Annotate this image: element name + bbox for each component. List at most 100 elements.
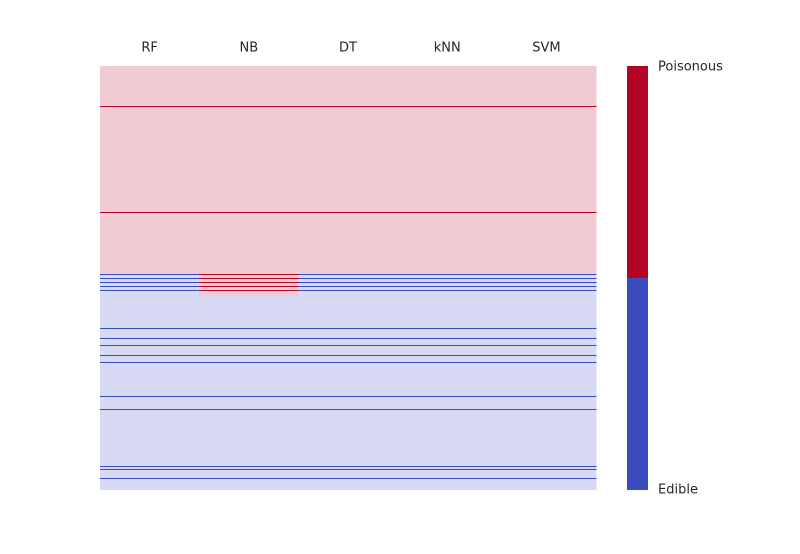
heatmap-cell — [199, 363, 299, 396]
heatmap-cell — [100, 278, 200, 279]
heatmap-cell — [496, 279, 597, 282]
heatmap-cell — [496, 107, 597, 212]
heatmap-cell — [496, 283, 597, 286]
heatmap-cell — [100, 212, 200, 213]
heatmap-cell — [100, 397, 200, 409]
heatmap-cell — [397, 356, 498, 362]
heatmap-cell — [397, 283, 498, 286]
heatmap-cell — [298, 338, 399, 339]
heatmap-cell — [496, 275, 597, 278]
heatmap-cell — [199, 469, 299, 470]
heatmap-cell — [397, 274, 498, 275]
heatmap-cell — [100, 346, 200, 355]
heatmap-cell — [100, 362, 200, 363]
heatmap-cell — [397, 467, 498, 469]
heatmap-cell — [298, 409, 399, 410]
heatmap-cell — [100, 286, 200, 287]
heatmap-cell — [298, 469, 399, 470]
heatmap-cell — [397, 466, 498, 467]
heatmap-cell — [496, 338, 597, 339]
heatmap-cell — [298, 355, 399, 356]
heatmap-cell — [100, 274, 200, 275]
heatmap-cell — [100, 345, 200, 346]
colorbar-label: Poisonous — [658, 60, 723, 75]
heatmap-cell — [199, 286, 299, 287]
heatmap-cell — [199, 296, 299, 328]
heatmap-cell — [100, 466, 200, 467]
heatmap-cell — [496, 329, 597, 338]
heatmap-cell — [397, 396, 498, 397]
heatmap-cell — [100, 469, 200, 470]
heatmap-cell — [100, 291, 200, 296]
heatmap-cell — [199, 66, 299, 106]
heatmap-cell — [496, 66, 597, 106]
heatmap-cell — [496, 278, 597, 279]
heatmap-cell — [100, 296, 200, 328]
heatmap-cell — [298, 213, 399, 274]
heatmap-cell — [298, 290, 399, 291]
colorbar-segment — [627, 278, 648, 490]
heatmap-cell — [397, 345, 498, 346]
heatmap-cell — [199, 355, 299, 356]
colorbar-segment — [627, 66, 648, 278]
heatmap-cell — [298, 106, 399, 107]
heatmap-cell — [199, 278, 299, 279]
heatmap-cell — [298, 296, 399, 328]
heatmap-cell — [199, 410, 299, 466]
heatmap-cell — [100, 287, 200, 290]
heatmap-cell — [496, 328, 597, 329]
heatmap-cell — [100, 283, 200, 286]
heatmap-cell — [199, 283, 299, 286]
heatmap-cell — [496, 339, 597, 345]
heatmap-cell — [100, 363, 200, 396]
heatmap-cell — [496, 466, 597, 467]
heatmap-cell — [298, 396, 399, 397]
heatmap-cell — [397, 478, 498, 479]
heatmap-cell — [397, 479, 498, 490]
heatmap-cell — [397, 212, 498, 213]
heatmap-cell — [397, 291, 498, 296]
heatmap-cell — [496, 274, 597, 275]
heatmap-cell — [397, 278, 498, 279]
heatmap-cell — [298, 470, 399, 478]
heatmap-cell — [397, 286, 498, 287]
heatmap-cell — [298, 467, 399, 469]
heatmap-cell — [199, 479, 299, 490]
heatmap-cell — [496, 467, 597, 469]
heatmap-cell — [199, 328, 299, 329]
heatmap-cell — [496, 212, 597, 213]
heatmap-cell — [496, 290, 597, 291]
heatmap-cell — [199, 397, 299, 409]
heatmap-cell — [298, 356, 399, 362]
heatmap-cell — [397, 282, 498, 283]
heatmap-cell — [496, 478, 597, 479]
heatmap-cell — [298, 212, 399, 213]
heatmap-cell — [496, 409, 597, 410]
heatmap-cell — [397, 296, 498, 328]
heatmap-cell — [100, 396, 200, 397]
heatmap-cell — [397, 470, 498, 478]
heatmap-cell — [397, 328, 498, 329]
heatmap-cell — [397, 410, 498, 466]
heatmap-cell — [100, 470, 200, 478]
heatmap-cell — [298, 291, 399, 296]
heatmap-cell — [298, 283, 399, 286]
heatmap-cell — [496, 291, 597, 296]
heatmap-cell — [199, 409, 299, 410]
heatmap-cell — [496, 346, 597, 355]
heatmap-cell — [496, 345, 597, 346]
heatmap-cell — [298, 346, 399, 355]
heatmap-cell — [298, 328, 399, 329]
heatmap-cell — [397, 290, 498, 291]
heatmap-cell — [199, 212, 299, 213]
heatmap-cell — [298, 410, 399, 466]
heatmap-cell — [298, 397, 399, 409]
heatmap-cell — [100, 66, 200, 106]
heatmap-cell — [199, 279, 299, 282]
heatmap-cell — [496, 286, 597, 287]
heatmap-cell — [100, 279, 200, 282]
column-label: SVM — [532, 41, 560, 56]
heatmap-cell — [100, 478, 200, 479]
colorbar-label: Edible — [658, 483, 698, 498]
heatmap-cell — [100, 410, 200, 466]
